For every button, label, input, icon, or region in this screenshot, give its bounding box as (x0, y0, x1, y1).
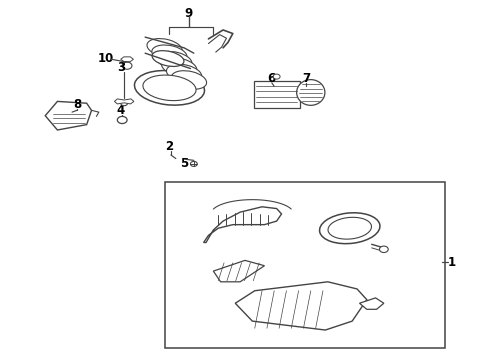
Text: 9: 9 (185, 8, 193, 21)
Polygon shape (235, 282, 367, 330)
Polygon shape (360, 298, 384, 309)
Text: 8: 8 (73, 99, 81, 112)
Polygon shape (203, 207, 282, 243)
Bar (253, 81, 300, 108)
Text: 10: 10 (98, 52, 114, 65)
Text: 3: 3 (117, 61, 125, 74)
Circle shape (117, 116, 127, 123)
Text: 1: 1 (448, 256, 456, 269)
Ellipse shape (162, 58, 197, 76)
Circle shape (273, 74, 280, 79)
Polygon shape (45, 102, 92, 130)
Circle shape (379, 246, 388, 252)
Ellipse shape (143, 75, 196, 100)
Ellipse shape (152, 45, 187, 63)
Text: 5: 5 (180, 157, 188, 170)
Circle shape (121, 101, 127, 106)
Text: 4: 4 (117, 104, 125, 117)
Polygon shape (115, 99, 134, 104)
Text: 6: 6 (268, 72, 276, 85)
Polygon shape (213, 260, 265, 282)
Ellipse shape (134, 71, 204, 105)
Circle shape (191, 161, 197, 166)
Polygon shape (121, 57, 133, 62)
Text: 2: 2 (166, 140, 173, 153)
Ellipse shape (319, 213, 380, 244)
Circle shape (122, 62, 132, 69)
Bar (165, 182, 445, 348)
Ellipse shape (172, 71, 207, 89)
Ellipse shape (157, 51, 192, 70)
Ellipse shape (152, 51, 184, 67)
Ellipse shape (147, 39, 182, 57)
Ellipse shape (296, 80, 325, 105)
Ellipse shape (328, 217, 371, 239)
Ellipse shape (167, 64, 202, 83)
Text: 7: 7 (302, 72, 310, 85)
